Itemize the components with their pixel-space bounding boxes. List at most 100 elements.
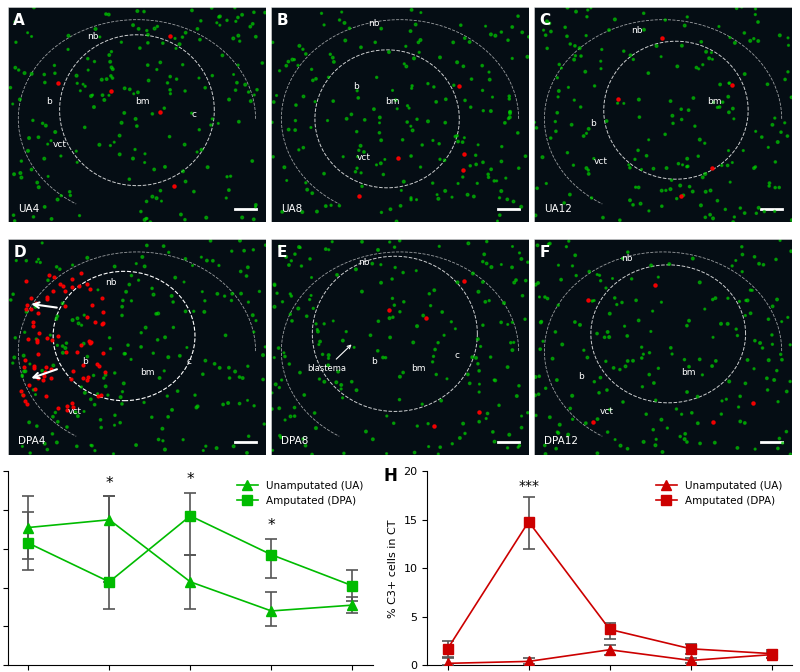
Point xyxy=(210,443,223,454)
Point xyxy=(451,277,464,288)
Point xyxy=(158,366,170,376)
Point xyxy=(507,196,520,207)
Point xyxy=(98,373,110,384)
Point xyxy=(234,235,246,246)
Point xyxy=(486,91,499,102)
Point xyxy=(752,36,765,46)
Point xyxy=(138,149,151,159)
Point xyxy=(594,56,607,67)
Point xyxy=(38,371,50,382)
Point xyxy=(638,8,650,19)
Point xyxy=(85,337,98,347)
Point xyxy=(681,437,694,448)
Point xyxy=(375,207,388,218)
Point xyxy=(484,351,497,362)
Point xyxy=(686,253,699,264)
Point xyxy=(749,3,762,14)
Point xyxy=(726,261,738,271)
Point xyxy=(477,320,490,331)
Point xyxy=(410,114,423,124)
Point xyxy=(15,172,28,183)
Point xyxy=(163,131,176,142)
Point xyxy=(288,411,301,421)
Point xyxy=(541,293,554,304)
Point xyxy=(123,84,136,95)
Point xyxy=(16,371,29,382)
Point xyxy=(82,371,94,382)
Point xyxy=(530,122,543,133)
Point xyxy=(784,449,797,460)
Point xyxy=(286,316,298,327)
Point xyxy=(716,396,729,407)
Point xyxy=(467,191,480,202)
Point xyxy=(36,118,49,129)
Point xyxy=(78,122,91,133)
Point xyxy=(642,134,655,145)
Point xyxy=(766,301,779,312)
Point xyxy=(356,237,369,247)
Point xyxy=(582,165,594,175)
Point xyxy=(561,2,574,13)
Point xyxy=(354,42,367,52)
Point xyxy=(595,44,608,55)
Point xyxy=(394,235,406,246)
Point xyxy=(78,388,91,398)
Point xyxy=(174,209,187,220)
Point xyxy=(766,120,779,130)
Point xyxy=(8,352,21,363)
Point xyxy=(774,127,787,138)
Point xyxy=(84,337,97,348)
Point xyxy=(411,421,424,431)
Point xyxy=(580,163,593,173)
Point xyxy=(94,422,107,433)
Point xyxy=(115,398,128,409)
Point xyxy=(375,24,388,34)
Point xyxy=(26,321,39,331)
Point xyxy=(290,99,302,110)
Point xyxy=(692,63,705,74)
Point xyxy=(297,433,310,444)
Point xyxy=(26,69,38,79)
Point xyxy=(386,274,398,284)
Point xyxy=(213,260,226,271)
Point xyxy=(9,17,22,28)
Point xyxy=(782,40,795,50)
Text: nb: nb xyxy=(106,278,117,286)
Point xyxy=(766,329,778,340)
Point xyxy=(324,49,337,60)
Point xyxy=(116,310,129,321)
Point xyxy=(543,412,556,423)
Point xyxy=(706,54,719,65)
Point xyxy=(310,73,322,84)
Point xyxy=(739,378,752,389)
Point xyxy=(280,251,293,262)
Point xyxy=(9,62,22,73)
Point xyxy=(185,108,198,118)
Point xyxy=(241,395,254,406)
Text: bm: bm xyxy=(682,368,696,377)
Point xyxy=(77,372,90,383)
Point xyxy=(785,246,798,257)
Point xyxy=(709,437,722,448)
Point xyxy=(710,355,722,366)
Point xyxy=(410,194,423,205)
Text: bm: bm xyxy=(140,368,154,377)
Point xyxy=(449,131,462,142)
Point xyxy=(273,382,286,393)
Point xyxy=(6,99,19,110)
Point xyxy=(41,444,54,455)
Point xyxy=(238,245,250,256)
Point xyxy=(282,56,294,67)
Point xyxy=(394,372,406,382)
Point xyxy=(753,258,766,269)
Point xyxy=(758,206,770,217)
Point xyxy=(246,18,259,29)
Point xyxy=(294,367,306,378)
Point xyxy=(700,46,713,57)
Point xyxy=(380,448,393,459)
Point xyxy=(204,235,217,246)
Point xyxy=(59,343,72,353)
Point xyxy=(506,262,518,273)
Point xyxy=(618,98,630,109)
Point xyxy=(414,7,427,18)
